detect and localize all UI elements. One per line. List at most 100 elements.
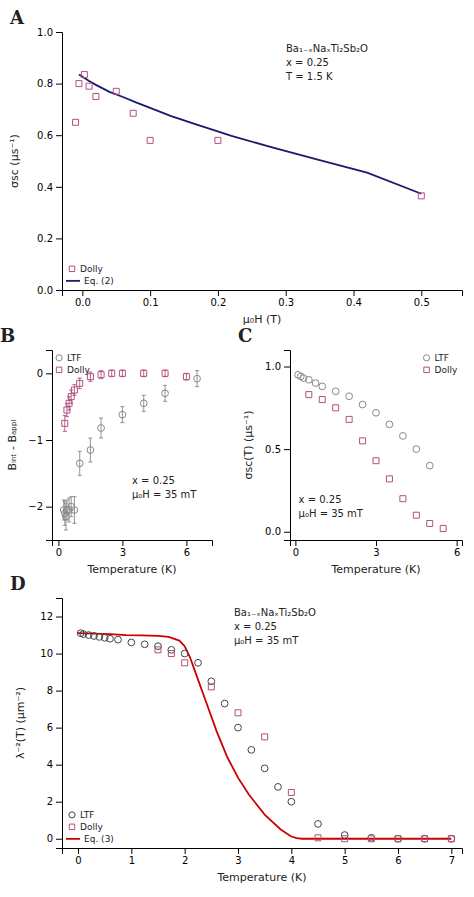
legend-label: Eq. (2) xyxy=(84,276,114,286)
point xyxy=(448,836,454,842)
tick: 0.0 xyxy=(37,285,62,296)
x-axis-line xyxy=(53,541,213,547)
point xyxy=(93,94,99,100)
tick-label: 5 xyxy=(342,855,348,866)
legend-item: Dolly xyxy=(69,264,103,274)
legend: Dolly Eq. (2) xyxy=(66,264,114,286)
point xyxy=(315,835,321,841)
error-bar xyxy=(99,371,103,379)
tick-label: 2 xyxy=(182,855,188,866)
point xyxy=(140,400,147,407)
series xyxy=(62,370,190,431)
tick-mark xyxy=(122,540,123,546)
tick-mark xyxy=(398,848,399,854)
point xyxy=(107,635,114,642)
point xyxy=(262,734,268,740)
error-bar xyxy=(142,395,146,411)
point xyxy=(194,375,201,382)
annotation: μ₀H = 35 mT xyxy=(234,635,299,646)
tick: 0.2 xyxy=(37,233,62,244)
tick-mark xyxy=(284,367,290,368)
point xyxy=(305,376,312,383)
title: C xyxy=(238,325,252,346)
tick-label: 0 xyxy=(37,368,43,379)
point xyxy=(77,380,83,386)
y-axis: 0.00.20.40.60.81.0 xyxy=(37,27,62,296)
point xyxy=(440,525,446,531)
point xyxy=(208,684,214,690)
legend-label: Dolly xyxy=(80,264,103,274)
tick-mark xyxy=(46,507,52,508)
error-bar xyxy=(88,438,92,462)
y-axis-label: Bᵢₙₜ - Bₐₚₚₗ xyxy=(6,419,19,470)
point xyxy=(109,370,115,376)
tick-mark xyxy=(56,839,62,840)
y-axis: 024681012 xyxy=(40,599,62,849)
plot-area xyxy=(60,370,200,530)
tick-label: 3 xyxy=(235,855,241,866)
y-axis: −2−10 xyxy=(28,351,52,541)
tick-mark xyxy=(56,617,62,618)
point xyxy=(306,392,312,398)
tick: 0.6 xyxy=(37,130,62,141)
point xyxy=(155,647,161,653)
tick-label: −1 xyxy=(28,435,43,446)
annotation: x = 0.25 xyxy=(299,494,342,505)
title: D xyxy=(10,573,26,594)
point xyxy=(448,835,455,842)
panel: 0.00.10.20.30.40.50.00.20.40.60.81.0Aμ₀H… xyxy=(8,7,463,326)
tick-label: 10 xyxy=(40,648,53,659)
point xyxy=(68,394,74,400)
point xyxy=(147,137,153,143)
point xyxy=(399,433,406,440)
tick-mark xyxy=(218,290,219,296)
annotation: T = 1.5 K xyxy=(285,71,333,82)
legend-swatch xyxy=(69,812,75,818)
point xyxy=(141,641,148,648)
panel: 036−2−10BTemperature (K)Bᵢₙₜ - Bₐₚₚₗx = … xyxy=(0,325,213,576)
legend-item: Dolly xyxy=(424,365,458,375)
point xyxy=(413,446,420,453)
plot-area xyxy=(73,72,425,199)
legend-label: LTF xyxy=(435,353,449,363)
series xyxy=(73,72,425,199)
tick-label: 0.0 xyxy=(75,297,91,308)
error-bar xyxy=(63,415,67,431)
tick-label: 4 xyxy=(289,855,295,866)
title: A xyxy=(9,7,25,28)
tick: 0 xyxy=(293,540,299,558)
y-axis-line xyxy=(56,33,63,291)
y-axis-line xyxy=(56,599,63,849)
annotation: Ba₁₋ₓNaₓTi₂Sb₂O xyxy=(234,607,316,618)
point xyxy=(64,407,70,413)
point xyxy=(66,400,72,406)
tick: 6 xyxy=(454,540,460,558)
tick-mark xyxy=(58,540,59,546)
tick-label: 0.6 xyxy=(37,130,53,141)
tick: 3 xyxy=(373,540,379,558)
error-bar xyxy=(99,418,103,438)
tick-mark xyxy=(56,691,62,692)
point xyxy=(162,370,168,376)
tick: 0 xyxy=(75,848,81,866)
tick-label: 0 xyxy=(75,855,81,866)
point xyxy=(86,83,92,89)
x-axis-label: Temperature (K) xyxy=(217,871,307,884)
tick: 0.8 xyxy=(37,78,62,89)
annotation: μ₀H = 35 mT xyxy=(132,489,197,500)
tick-label: 3 xyxy=(373,547,379,558)
tick: 8 xyxy=(47,685,62,696)
legend-swatch xyxy=(66,280,80,282)
tick-mark xyxy=(56,84,62,85)
point xyxy=(333,405,339,411)
tick-label: 7 xyxy=(449,855,455,866)
tick-mark xyxy=(185,848,186,854)
tick-mark xyxy=(56,238,62,239)
tick-mark xyxy=(291,848,292,854)
tick-label: 0.0 xyxy=(37,285,53,296)
point xyxy=(426,462,433,469)
point xyxy=(76,460,83,467)
point xyxy=(413,512,419,518)
point xyxy=(360,438,366,444)
point xyxy=(421,835,428,842)
